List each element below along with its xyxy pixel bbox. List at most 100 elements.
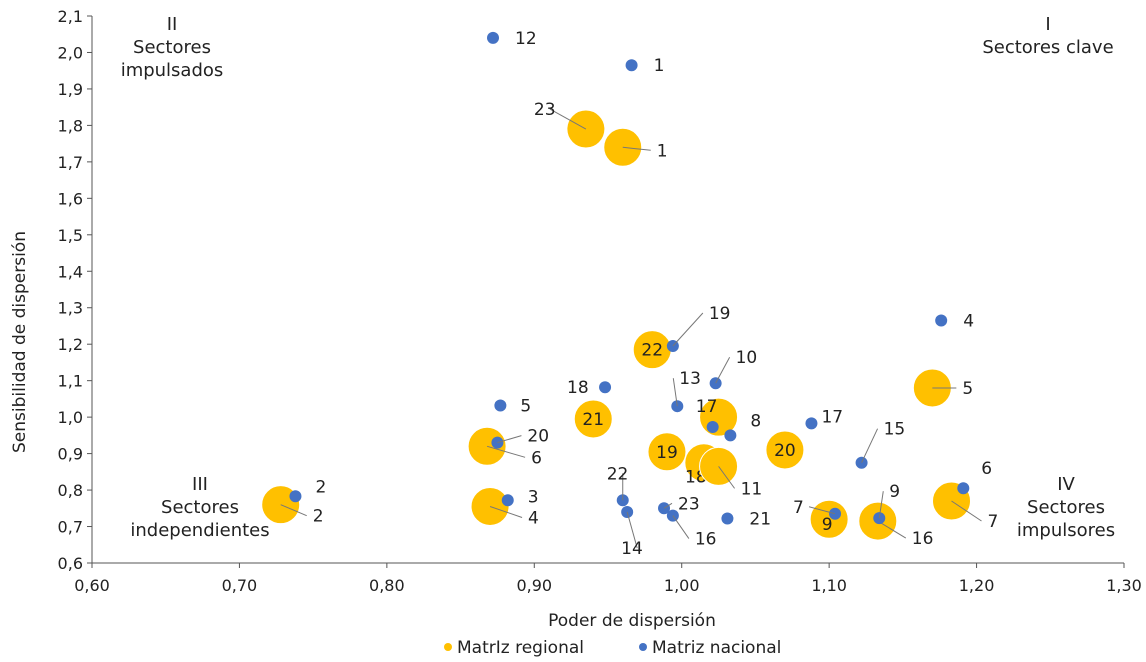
point-label-national-2: 2 — [315, 477, 326, 497]
point-national-3 — [501, 494, 514, 507]
point-label-national-6: 6 — [981, 459, 992, 479]
legend-marker-regional — [444, 643, 452, 651]
legend-marker-national — [639, 643, 647, 651]
y-tick-label: 1,7 — [58, 153, 83, 172]
y-tick-label: 1,8 — [58, 116, 83, 135]
point-label-national-20: 20 — [527, 427, 549, 447]
point-label-national-9: 9 — [889, 482, 900, 502]
point-label-regional-1: 1 — [657, 141, 668, 161]
leader-line-regional-23 — [549, 108, 587, 130]
y-tick-label: 1,5 — [58, 226, 83, 245]
point-label-regional-16: 16 — [912, 529, 934, 549]
leader-line-regional-4 — [489, 506, 523, 518]
point-label-regional-19: 19 — [656, 443, 678, 463]
point-label-regional-7: 7 — [988, 512, 999, 532]
point-label-national-15: 15 — [884, 420, 906, 440]
point-label-national-3: 3 — [528, 487, 539, 507]
y-tick-label: 1,2 — [58, 335, 83, 354]
point-label-national-18: 18 — [567, 378, 589, 398]
point-label-regional-23: 23 — [534, 100, 556, 120]
quadrant-title-line1: Sectores — [133, 37, 211, 58]
leader-line-national-14 — [626, 511, 638, 549]
y-tick-label: 1,9 — [58, 80, 83, 99]
point-label-regional-9: 9 — [822, 515, 833, 535]
point-label-national-13: 13 — [679, 369, 701, 389]
leader-line-regional-2 — [280, 504, 307, 517]
point-label-national-22: 22 — [607, 464, 629, 484]
leader-line-regional-16 — [877, 520, 907, 539]
quadrant-number: II — [167, 14, 178, 35]
x-tick-label: 1,00 — [664, 576, 700, 595]
quadrant-title-line2: impulsores — [1017, 520, 1115, 541]
point-national-8 — [724, 429, 737, 442]
point-label-regional-11: 11 — [741, 479, 763, 499]
point-regional-20 — [765, 430, 805, 470]
y-tick-label: 1,1 — [58, 372, 83, 391]
x-tick-label: 0,80 — [369, 576, 405, 595]
point-national-5 — [494, 399, 507, 412]
point-label-national-4: 4 — [963, 311, 974, 331]
point-label-regional-21: 21 — [582, 410, 604, 430]
leader-line-national-15 — [861, 428, 879, 463]
quadrant-title-line1: Sectores — [1027, 497, 1105, 518]
point-label-national-8: 8 — [750, 411, 761, 431]
x-axis-label: Poder de dispersión — [548, 611, 716, 631]
leader-line-national-13 — [672, 378, 678, 407]
leader-line-regional-1 — [622, 146, 651, 151]
point-label-regional-2: 2 — [313, 507, 324, 527]
point-national-4 — [935, 314, 948, 327]
leader-line-national-23 — [663, 502, 673, 509]
point-label-national-16: 16 — [695, 530, 717, 550]
leader-line-national-7 — [808, 506, 836, 515]
leader-line-national-16 — [672, 515, 690, 539]
legend-label-regional: MatrIz regional — [457, 638, 584, 658]
point-national-12 — [487, 31, 500, 44]
y-tick-label: 0,9 — [58, 445, 83, 464]
point-label-national-21: 21 — [749, 510, 771, 530]
point-national-1 — [625, 59, 638, 72]
y-tick-label: 1,6 — [58, 189, 83, 208]
y-tick-label: 2,1 — [58, 7, 83, 26]
point-label-national-23: 23 — [678, 494, 700, 514]
x-tick-label: 0,90 — [516, 576, 552, 595]
point-label-regional-4: 4 — [528, 508, 539, 528]
point-national-14 — [621, 505, 634, 518]
quadrant-number: IV — [1057, 474, 1075, 495]
y-tick-label: 2,0 — [58, 43, 83, 62]
point-label-national-10: 10 — [736, 348, 758, 368]
x-tick-label: 0,60 — [74, 576, 110, 595]
point-label-regional-6: 6 — [531, 448, 542, 468]
quadrant-title-line2: impulsados — [121, 60, 224, 81]
x-tick-label: 1,30 — [1106, 576, 1142, 595]
quadrant-title-line1: Sectores clave — [982, 37, 1113, 58]
leader-line-national-19 — [672, 312, 704, 347]
point-label-regional-20: 20 — [774, 441, 796, 461]
y-tick-label: 1,3 — [58, 299, 83, 318]
y-axis-label: Sensibilidad de dispersión — [10, 231, 30, 453]
y-tick-label: 0,7 — [58, 518, 83, 537]
point-national-17 — [805, 417, 818, 430]
y-tick-label: 1,0 — [58, 408, 83, 427]
point-label-national-5: 5 — [520, 396, 531, 416]
point-national-6 — [957, 482, 970, 495]
point-label-regional-22: 22 — [641, 341, 663, 361]
quadrant-title-line2: independientes — [130, 520, 269, 541]
quadrant-title-line1: Sectores — [161, 497, 239, 518]
point-label-national-7: 7 — [793, 498, 804, 518]
axes: 0,6 0,7 0,8 0,9 1,0 1,1 1,2 1,3 1,4 1,5 1,6 1,7 1,8 1… — [58, 7, 1142, 595]
x-tick-label: 1,10 — [811, 576, 847, 595]
quadrant-number: III — [192, 474, 208, 495]
legend: MatrIz regional Matriz nacional — [444, 638, 781, 658]
leader-line-national-9 — [878, 491, 884, 519]
leader-line-national-20 — [497, 435, 522, 444]
point-national-21 — [721, 512, 734, 525]
x-tick-label: 0,70 — [222, 576, 258, 595]
leader-line-national-10 — [715, 356, 731, 384]
point-regional-21 — [573, 399, 613, 439]
point-label-national-12: 12 — [515, 29, 537, 49]
point-label-national-1: 1 — [654, 56, 665, 76]
point-national-18 — [599, 381, 612, 394]
x-tick-label: 1,20 — [959, 576, 995, 595]
